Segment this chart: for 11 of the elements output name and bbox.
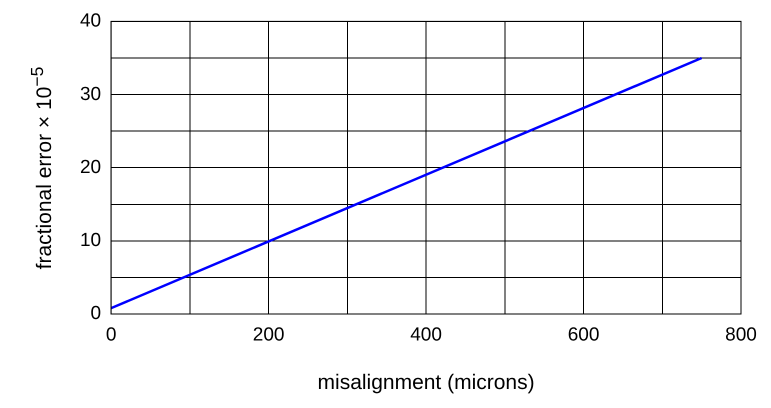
x-tick-label: 200 [252, 324, 284, 346]
x-tick-label: 800 [725, 324, 757, 346]
y-tick-label: 40 [80, 10, 102, 32]
y-tick-label: 20 [80, 156, 102, 178]
x-axis-title: misalignment (microns) [318, 371, 535, 394]
y-tick-label: 30 [80, 84, 102, 105]
x-tick-label: 600 [568, 324, 600, 346]
y-tick-label: 10 [80, 230, 102, 252]
x-tick-label: 0 [106, 324, 116, 346]
x-tick-label: 400 [410, 324, 442, 346]
y-tick-label: 0 [90, 303, 102, 324]
